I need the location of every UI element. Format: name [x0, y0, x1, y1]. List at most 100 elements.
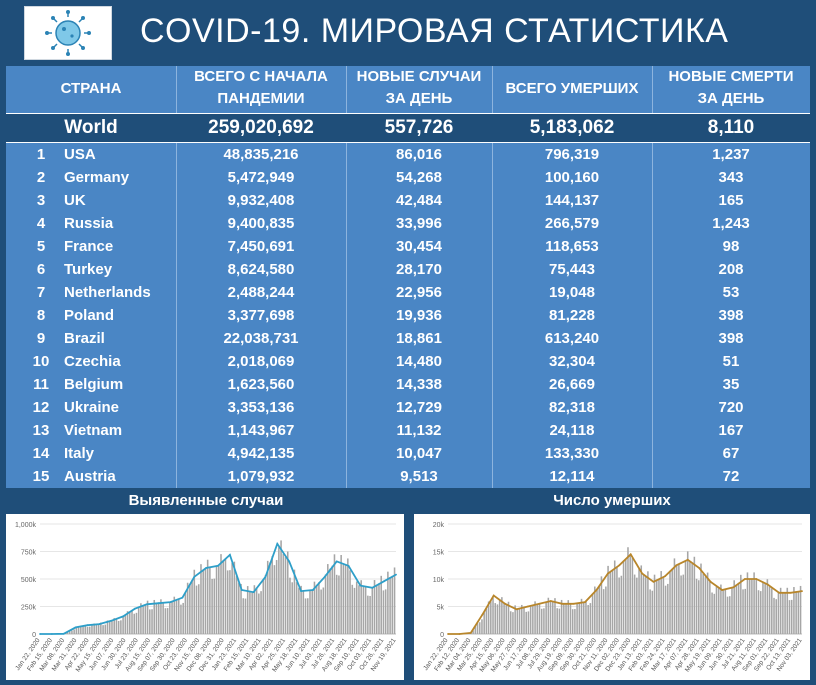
data-point	[766, 583, 769, 586]
data-bar	[295, 582, 298, 634]
data-point	[595, 589, 598, 591]
cell-new-deaths: 1,243	[712, 215, 750, 232]
data-bar	[724, 588, 727, 634]
column-header-country: СТРАНА	[60, 80, 122, 97]
data-bar	[748, 579, 751, 634]
data-bar	[669, 570, 671, 634]
table-row: 2 Germany 5,472,949 54,268 100,160 343	[6, 166, 810, 189]
data-bar	[186, 582, 189, 634]
data-bar	[651, 590, 654, 634]
data-bar	[649, 589, 651, 634]
world-total-cases: 259,020,692	[208, 117, 314, 138]
cell-country: Netherlands	[64, 284, 151, 301]
data-point	[732, 586, 735, 589]
data-point	[371, 586, 374, 589]
data-bar	[620, 575, 623, 634]
data-bar	[233, 561, 236, 634]
data-point	[458, 633, 461, 635]
cell-rank: 12	[32, 399, 50, 416]
data-point	[664, 575, 666, 578]
cell-total-deaths: 32,304	[549, 353, 595, 370]
data-bar	[182, 602, 184, 634]
cell-total-cases: 2,018,069	[227, 353, 295, 370]
data-bar	[773, 597, 775, 634]
data-bar	[782, 592, 784, 634]
data-bar	[790, 599, 793, 634]
y-tick-label: 500k	[21, 577, 37, 584]
data-point	[469, 632, 472, 634]
cell-total-deaths: 82,318	[549, 399, 595, 416]
data-bar	[149, 609, 151, 634]
data-bar	[68, 630, 71, 634]
cell-rank: 7	[36, 284, 46, 301]
data-bar	[302, 590, 305, 634]
table-row: 8 Poland 3,377,698 19,936 81,228 398	[6, 304, 810, 327]
data-bar	[728, 596, 731, 634]
data-bar	[771, 588, 773, 634]
data-bar	[655, 579, 658, 634]
data-bar	[338, 575, 340, 634]
y-tick-label: 10k	[433, 577, 445, 584]
cell-country: Poland	[64, 307, 115, 324]
cell-new-cases: 10,047	[396, 445, 442, 462]
cell-total-deaths: 133,330	[544, 445, 600, 462]
data-bar	[485, 608, 488, 634]
cell-total-deaths: 613,240	[544, 330, 600, 347]
column-header-total-deaths: ВСЕГО УМЕРШИХ	[505, 80, 639, 97]
cell-total-cases: 7,450,691	[227, 238, 295, 255]
data-bar	[607, 565, 609, 634]
data-bar	[689, 561, 691, 634]
data-bar	[578, 602, 581, 634]
data-bar	[151, 609, 153, 634]
data-point	[492, 594, 495, 597]
data-point	[110, 619, 113, 622]
cell-new-deaths: 208	[718, 261, 744, 278]
data-point	[515, 608, 518, 611]
data-bar	[122, 616, 124, 634]
data-bar	[501, 597, 503, 634]
data-bar	[720, 584, 722, 634]
data-point	[347, 564, 350, 567]
data-point	[709, 580, 712, 583]
data-bar	[691, 563, 693, 634]
data-bar	[315, 584, 318, 634]
data-bar	[633, 574, 636, 634]
cell-new-deaths: 67	[722, 445, 740, 462]
cell-new-deaths: 53	[722, 284, 740, 301]
cell-total-deaths: 75,443	[549, 261, 595, 278]
data-bar	[472, 630, 474, 634]
cell-new-deaths: 398	[718, 307, 744, 324]
data-bar	[532, 605, 534, 634]
data-bar	[509, 611, 512, 634]
data-bar	[698, 580, 700, 634]
data-bar	[551, 601, 554, 634]
data-bar	[547, 597, 550, 634]
y-tick-label: 1,000k	[15, 522, 37, 529]
data-point	[572, 602, 575, 605]
cell-rank: 1	[36, 146, 46, 163]
data-bar	[700, 563, 702, 634]
data-bar	[797, 591, 800, 634]
data-bar	[264, 574, 267, 634]
y-tick-label: 250k	[21, 605, 37, 612]
data-bar	[768, 586, 771, 634]
data-bar	[675, 564, 678, 634]
data-point	[335, 560, 338, 563]
data-bar	[631, 557, 634, 634]
data-bar	[671, 568, 674, 634]
data-bar	[360, 580, 362, 634]
data-bar	[146, 600, 149, 634]
data-bar	[518, 608, 521, 634]
page-title: COVID-19. МИРОВАЯ СТАТИСТИКА	[140, 12, 729, 50]
data-point	[538, 602, 541, 605]
data-bar	[585, 601, 587, 634]
data-bar	[722, 589, 724, 634]
data-bar	[565, 603, 567, 634]
cell-new-deaths: 165	[718, 192, 744, 209]
data-bar	[133, 613, 136, 634]
data-bar	[474, 625, 477, 634]
data-bar	[554, 598, 556, 634]
data-bar	[77, 626, 80, 634]
cell-new-cases: 54,268	[396, 169, 442, 186]
data-point	[240, 589, 243, 591]
